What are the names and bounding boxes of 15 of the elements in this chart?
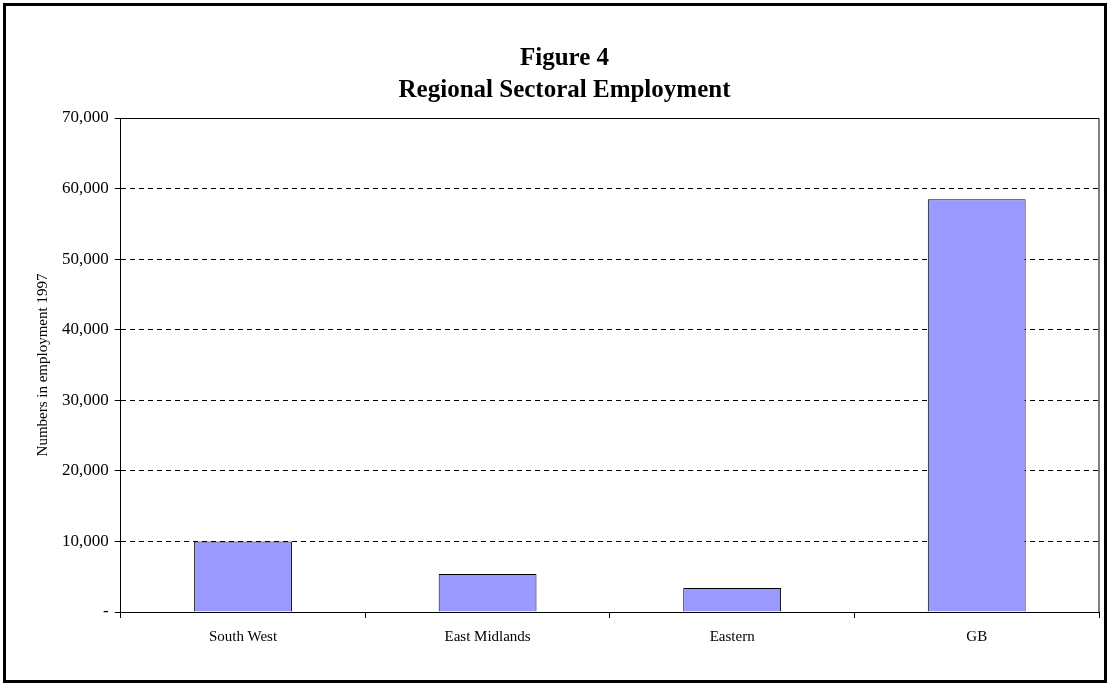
y-axis-title: Numbers in employment 1997 <box>33 273 50 457</box>
chart-title: Figure 4 <box>519 43 610 71</box>
y-tick-label: 70,000 <box>62 107 109 127</box>
y-tick-label: 10,000 <box>62 530 109 550</box>
y-tick-label: 40,000 <box>62 319 109 339</box>
x-tick-label: GB <box>966 627 988 644</box>
y-tick-label: 60,000 <box>62 178 109 198</box>
chart-subtitle: Regional Sectoral Employment <box>398 75 732 103</box>
x-tick-label: Eastern <box>709 627 756 644</box>
y-tick-label: 50,000 <box>62 248 109 268</box>
y-tick-label: 30,000 <box>62 389 109 409</box>
x-tick-label: East Midlands <box>444 627 531 644</box>
x-tick-label: South West <box>208 627 278 644</box>
y-tick-label: - <box>103 601 110 621</box>
y-tick-label: 20,000 <box>62 460 109 480</box>
